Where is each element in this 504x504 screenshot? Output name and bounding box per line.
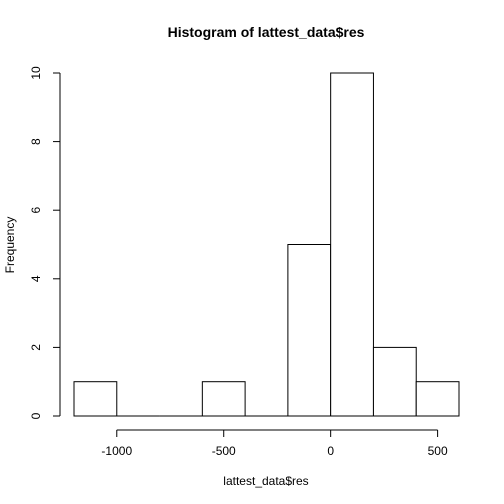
x-axis-label: lattest_data$res xyxy=(223,474,308,488)
histogram-bar-3 xyxy=(201,381,246,417)
histogram-bar-5 xyxy=(287,244,332,417)
y-axis: 0 2 4 6 8 10 xyxy=(29,66,61,419)
x-tick-label-3: 500 xyxy=(428,444,448,458)
chart-title: Histogram of lattest_data$res xyxy=(168,24,365,40)
y-tick-label-2: 4 xyxy=(29,275,43,282)
histogram-bar-0 xyxy=(73,381,118,417)
x-axis: -1000 -500 0 500 xyxy=(101,429,448,458)
histogram-bar-6 xyxy=(330,72,374,417)
x-tick-label-0: -1000 xyxy=(101,444,132,458)
y-tick-label-0: 0 xyxy=(29,412,43,419)
y-tick-label-5: 10 xyxy=(29,66,43,80)
histogram-bar-7 xyxy=(372,346,417,417)
y-tick-label-4: 8 xyxy=(29,138,43,145)
y-axis-label: Frequency xyxy=(3,217,17,274)
x-tick-label-1: -500 xyxy=(212,444,236,458)
bars-group xyxy=(73,72,460,417)
y-tick-label-1: 2 xyxy=(29,344,43,351)
x-tick-label-2: 0 xyxy=(327,444,334,458)
histogram-bar-8 xyxy=(415,381,460,417)
y-tick-label-3: 6 xyxy=(29,207,43,214)
